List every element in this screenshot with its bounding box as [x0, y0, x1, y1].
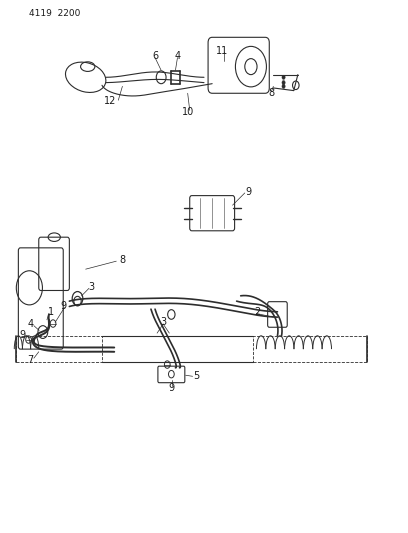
Circle shape — [282, 75, 285, 79]
Text: 9: 9 — [19, 330, 26, 340]
Text: 8: 8 — [119, 255, 126, 264]
Text: 1: 1 — [48, 307, 54, 317]
Text: 8: 8 — [268, 88, 275, 98]
Text: 3: 3 — [160, 318, 166, 327]
Text: 9: 9 — [168, 383, 175, 393]
Text: 5: 5 — [193, 371, 199, 381]
Text: 11: 11 — [216, 46, 228, 55]
Text: 10: 10 — [182, 107, 194, 117]
Text: 3: 3 — [89, 282, 95, 292]
Text: 9: 9 — [246, 187, 252, 197]
Text: 4: 4 — [174, 51, 181, 61]
Text: 2: 2 — [254, 307, 260, 317]
Text: 9: 9 — [60, 302, 67, 311]
Text: 4: 4 — [27, 319, 34, 329]
Text: 4119  2200: 4119 2200 — [29, 9, 80, 18]
Circle shape — [282, 80, 285, 85]
Text: 6: 6 — [152, 51, 158, 61]
Circle shape — [282, 84, 285, 88]
Text: 7: 7 — [27, 355, 34, 365]
Text: 12: 12 — [104, 96, 116, 106]
